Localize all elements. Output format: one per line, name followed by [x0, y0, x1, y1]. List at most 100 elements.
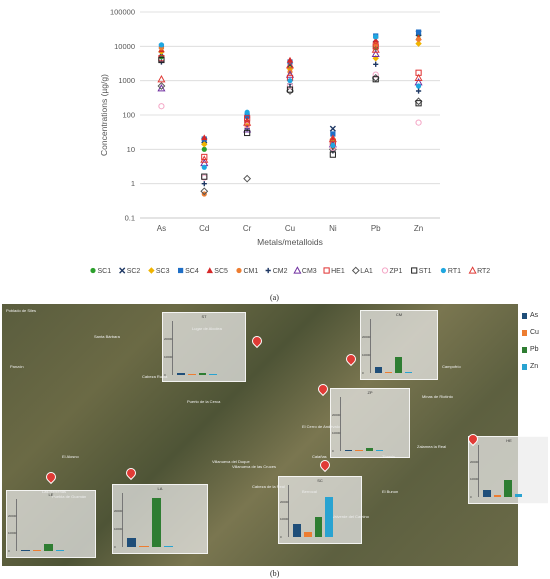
- legend-label: CM3: [302, 268, 317, 275]
- inset-y-tick: 0: [114, 545, 116, 549]
- inset-bar: [177, 373, 185, 375]
- inset-y-tick: 20000: [332, 412, 341, 417]
- inset-bar: [365, 448, 373, 451]
- data-point: [372, 76, 379, 83]
- inset-bar: [504, 480, 512, 497]
- y-tick-label: 0.1: [125, 214, 135, 223]
- y-tick-label: 1: [131, 179, 135, 188]
- inset-y-tick: 20000: [114, 508, 123, 513]
- legend-label: RT2: [477, 268, 490, 275]
- site-inset-chart: SC 20000 10000 0: [278, 476, 362, 544]
- inset-bar: [187, 374, 196, 375]
- legend-marker: [178, 267, 184, 274]
- place-label: Cabeza Rubia: [142, 374, 168, 379]
- scatter-chart: 0.1 1 10 100 1000 10000 100000 As Cd Cr Cu Ni Pb Zn Me…: [90, 8, 490, 275]
- site-inset-chart: ZP 20000 10000 0: [330, 388, 410, 458]
- legend-label: SC1: [98, 268, 112, 275]
- x-tick-label: Pb: [371, 224, 381, 233]
- legend-marker: [411, 267, 418, 274]
- data-point: [243, 118, 252, 126]
- data-point: [414, 73, 423, 82]
- data-point: [201, 181, 207, 187]
- inset-bar: [405, 372, 412, 373]
- legend-swatch: [522, 329, 527, 336]
- legend-swatch: [522, 363, 527, 370]
- inset-bar: [355, 449, 363, 451]
- x-tick-label: Cu: [285, 224, 295, 233]
- inset-y-tick: 10000: [114, 526, 123, 531]
- place-label: Poblado de Siles: [6, 308, 37, 313]
- inset-y-tick: 10000: [8, 531, 17, 536]
- inset-title: LE: [48, 492, 54, 497]
- map-panel: As Cu Pb Zn Poblado de Siles Santa Bárbara Pa…: [2, 304, 548, 566]
- inset-axis: [122, 493, 123, 547]
- inset-bar: [303, 532, 312, 537]
- inset-y-tick: 10000: [164, 354, 173, 359]
- data-point: [373, 61, 379, 67]
- x-axis-label: Metals/metalloids: [257, 237, 323, 247]
- data-point: [201, 146, 207, 152]
- data-point: [415, 40, 422, 47]
- map-legend-item: Cu: [522, 329, 539, 336]
- site-inset-chart: LA 20000 10000 0: [112, 484, 208, 554]
- inset-bar: [32, 550, 41, 551]
- inset-y-tick: 0: [470, 495, 472, 499]
- data-point: [329, 125, 336, 132]
- data-point: [200, 187, 209, 196]
- inset-axis: [478, 445, 479, 497]
- data-point: [287, 78, 293, 84]
- inset-y-tick: 0: [164, 373, 166, 377]
- legend-label: SC5: [214, 268, 228, 275]
- site-inset-chart: HE 20000 10000 0: [468, 436, 548, 504]
- legend-label: Zn: [530, 363, 539, 370]
- legend-label: Cu: [530, 329, 539, 336]
- inset-bar: [493, 495, 501, 497]
- data-point: [415, 36, 422, 42]
- data-point: [415, 83, 422, 89]
- legend-marker: [90, 267, 96, 274]
- inset-axis: [16, 499, 17, 551]
- inset-bar: [293, 523, 301, 537]
- inset-bar: [163, 546, 173, 547]
- data-point: [286, 86, 294, 93]
- inset-y-tick: 20000: [164, 336, 173, 341]
- legend-marker: [119, 267, 126, 274]
- data-point: [329, 151, 336, 158]
- inset-bar: [375, 366, 382, 373]
- legend-label: CM2: [273, 268, 288, 275]
- inset-y-tick: 10000: [332, 430, 341, 435]
- place-label: Villanueva del Duque: [212, 459, 250, 464]
- location-pin-icon: [123, 465, 139, 481]
- panel-label-a: (a): [270, 293, 279, 302]
- inset-bar: [151, 498, 161, 547]
- inset-bar: [21, 549, 30, 551]
- inset-y-tick: 0: [8, 549, 10, 553]
- data-point: [243, 125, 252, 133]
- legend-swatch: [522, 346, 527, 353]
- data-point: [201, 134, 208, 141]
- legend-label: As: [530, 312, 539, 319]
- inset-bar: [514, 494, 522, 497]
- data-point: [371, 45, 380, 53]
- y-tick-label: 100: [122, 111, 135, 120]
- inset-bar: [395, 357, 402, 373]
- legend-label: SC2: [127, 268, 141, 275]
- place-label: Calañas: [312, 454, 327, 459]
- data-point: [286, 82, 294, 90]
- data-point: [158, 56, 165, 64]
- data-point: [415, 119, 422, 126]
- map-legend: As Cu Pb Zn: [518, 304, 548, 566]
- inset-title: ZP: [367, 390, 373, 395]
- inset-y-tick: 20000: [362, 334, 371, 339]
- place-label: Cabeza de la Real: [252, 484, 285, 489]
- data-point: [157, 82, 166, 90]
- inset-y-tick: 20000: [280, 500, 289, 505]
- data-point: [285, 70, 295, 78]
- place-label: Minas de Riotinto: [422, 394, 453, 399]
- place-label: Panzón: [10, 364, 24, 369]
- data-point: [415, 88, 422, 94]
- legend-label: ZP1: [390, 268, 403, 275]
- site-inset-chart: LE 20000 10000 0: [6, 490, 96, 558]
- data-point: [372, 71, 379, 78]
